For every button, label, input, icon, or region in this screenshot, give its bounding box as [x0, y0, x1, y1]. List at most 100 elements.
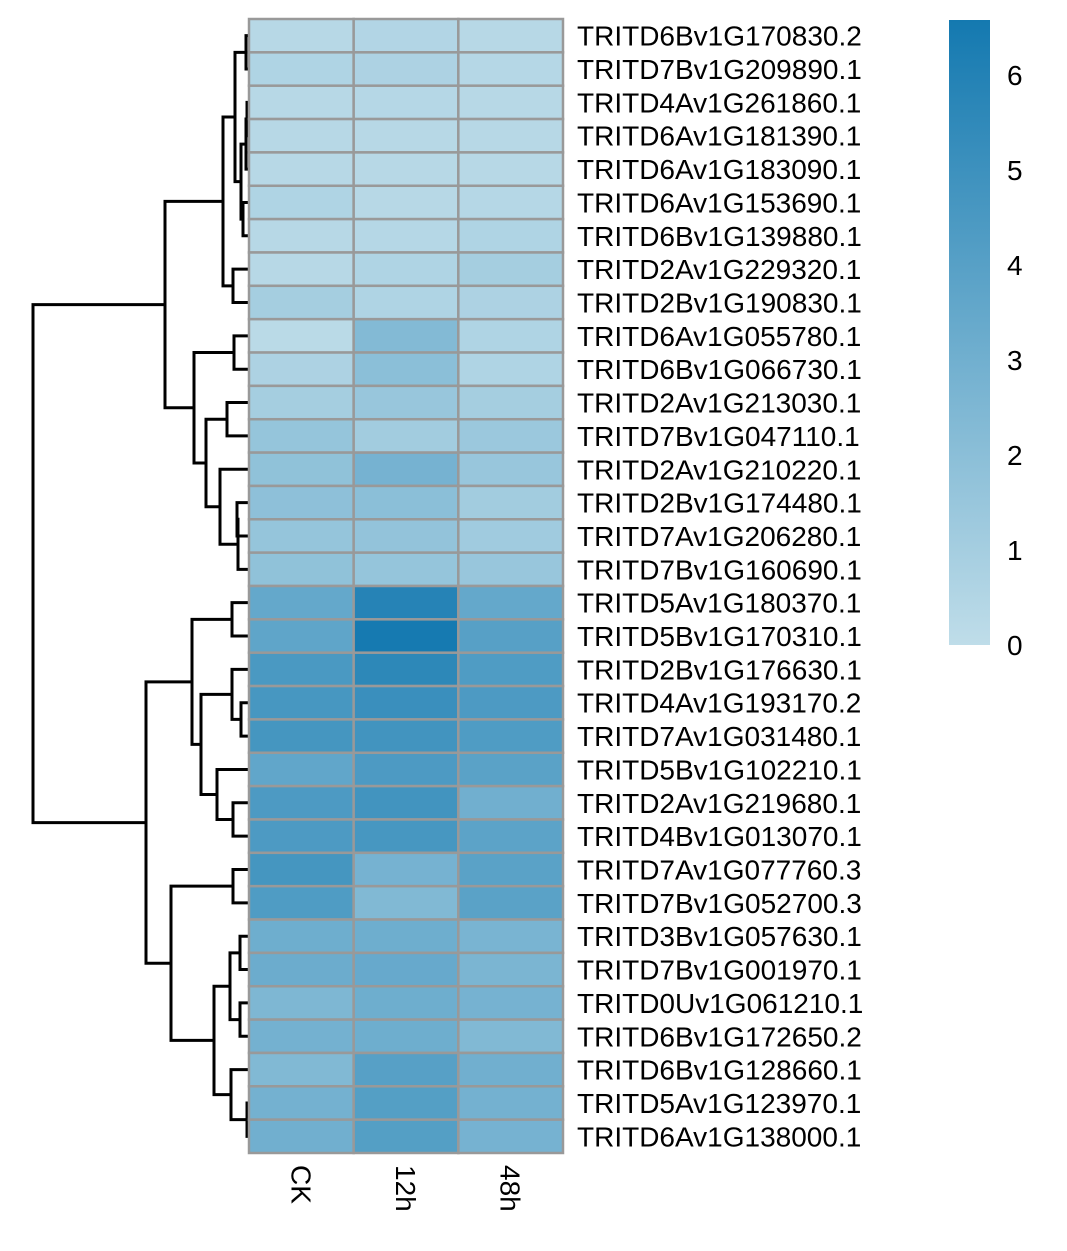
heatmap-cell — [247, 384, 355, 421]
heatmap-cell — [457, 918, 565, 955]
legend-tick-label: 6 — [1007, 60, 1023, 91]
row-label: TRITD3Bv1G057630.1 — [577, 921, 862, 952]
heatmap-cell — [247, 884, 355, 921]
row-label: TRITD6Av1G183090.1 — [577, 154, 861, 185]
heatmap-cell — [247, 184, 355, 221]
heatmap-cell — [352, 317, 460, 354]
heatmap-cell — [352, 117, 460, 154]
heatmap-cell — [247, 518, 355, 554]
heatmap-cell — [247, 984, 355, 1021]
heatmap-cell — [352, 884, 460, 921]
legend-tick-label: 4 — [1007, 250, 1023, 281]
heatmap-cell — [352, 284, 460, 321]
heatmap-cell — [352, 651, 460, 688]
heatmap-cell — [247, 351, 355, 388]
heatmap-cell — [247, 784, 355, 821]
heatmap-cell — [352, 551, 460, 588]
heatmap-cell — [247, 451, 355, 488]
heatmap-cell — [247, 1051, 355, 1088]
row-dendrogram — [31, 34, 249, 1138]
row-label: TRITD6Av1G153690.1 — [577, 187, 861, 218]
heatmap-cell — [457, 818, 565, 855]
heatmap-cell — [457, 584, 565, 621]
heatmap-cell — [247, 17, 355, 54]
row-label: TRITD7Av1G206280.1 — [577, 521, 861, 552]
heatmap-cell — [352, 951, 460, 988]
heatmap-cell — [247, 918, 355, 955]
legend-tick-label: 0 — [1007, 630, 1023, 661]
heatmap-cell — [352, 1118, 460, 1155]
heatmap-cell — [457, 417, 565, 454]
heatmap-cell — [352, 518, 460, 554]
row-label: TRITD2Av1G229320.1 — [577, 254, 861, 285]
heatmap-cell — [352, 17, 460, 54]
heatmap-cell — [457, 984, 565, 1021]
dendrogram-branch — [238, 934, 249, 972]
heatmap-cell — [457, 784, 565, 821]
heatmap-cell — [352, 384, 460, 421]
row-label: TRITD6Bv1G170830.2 — [577, 21, 862, 52]
heatmap-cell — [247, 718, 355, 755]
legend-tick-label: 1 — [1007, 535, 1023, 566]
heatmap-cell — [247, 951, 355, 988]
heatmap-cell — [247, 251, 355, 288]
heatmap-cell — [247, 751, 355, 788]
heatmap-cell — [247, 217, 355, 254]
heatmap-cell — [352, 217, 460, 254]
column-label: CK — [285, 1165, 316, 1204]
row-label: TRITD6Av1G181390.1 — [577, 121, 861, 152]
row-label: TRITD4Bv1G013070.1 — [577, 821, 862, 852]
heatmap-cell — [457, 251, 565, 288]
heatmap-cell — [352, 184, 460, 221]
dendrogram-branch — [232, 334, 249, 371]
heatmap-cell — [352, 351, 460, 388]
heatmap-cell — [457, 384, 565, 421]
legend-tick-label: 5 — [1007, 155, 1023, 186]
heatmap-cell — [457, 684, 565, 721]
heatmap-cell — [457, 518, 565, 554]
heatmap-cells — [247, 17, 565, 1155]
row-label: TRITD7Bv1G209890.1 — [577, 54, 862, 85]
heatmap-cell — [352, 484, 460, 521]
heatmap-cell — [457, 1051, 565, 1088]
heatmap-cell — [247, 684, 355, 721]
heatmap-cell — [457, 317, 565, 354]
heatmap-cell — [457, 718, 565, 755]
column-label: 48h — [495, 1165, 526, 1212]
heatmap-cell — [247, 851, 355, 888]
heatmap-cell — [352, 251, 460, 288]
row-label: TRITD5Bv1G170310.1 — [577, 621, 862, 652]
heatmap-cell — [247, 84, 355, 121]
dendrogram-branch — [236, 517, 249, 571]
heatmap-cell — [352, 684, 460, 721]
heatmap-cell — [457, 351, 565, 388]
row-label: TRITD4Av1G261860.1 — [577, 87, 861, 118]
dendrogram-branch — [231, 267, 249, 304]
heatmap-cell — [352, 1051, 460, 1088]
row-label: TRITD2Bv1G174480.1 — [577, 488, 862, 519]
heatmap-cell — [247, 651, 355, 688]
dendrogram-branch — [238, 1001, 249, 1038]
heatmap-cell — [247, 417, 355, 454]
dendrogram-branch — [225, 401, 249, 438]
heatmap-cell — [457, 618, 565, 654]
row-label: TRITD6Bv1G172650.2 — [577, 1021, 862, 1052]
row-label: TRITD5Av1G123970.1 — [577, 1088, 861, 1119]
heatmap-cell — [457, 1085, 565, 1121]
heatmap-cell — [352, 818, 460, 855]
row-label: TRITD2Bv1G190830.1 — [577, 288, 862, 319]
heatmap-cell — [457, 484, 565, 521]
dendrogram-branch — [231, 868, 249, 905]
heatmap-cell — [457, 151, 565, 188]
heatmap-cell — [457, 651, 565, 688]
heatmap-cell — [247, 818, 355, 855]
heatmap-cell — [247, 1118, 355, 1155]
heatmap-cell — [352, 784, 460, 821]
heatmap-cell — [247, 484, 355, 521]
dendrogram-branch — [190, 617, 232, 746]
legend-tick-label: 2 — [1007, 440, 1023, 471]
dendrogram-branch — [204, 417, 227, 509]
heatmap-cell — [352, 51, 460, 87]
row-label: TRITD7Av1G077760.3 — [577, 855, 861, 886]
